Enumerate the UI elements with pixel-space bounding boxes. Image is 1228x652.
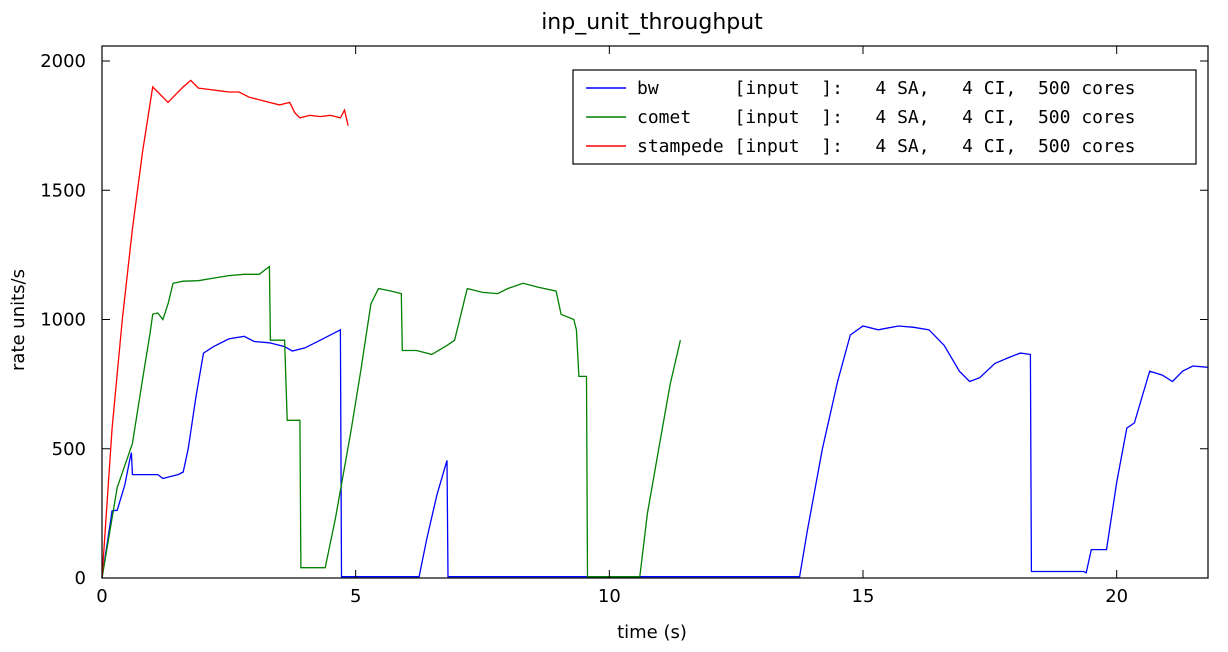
x-tick-label-2: 10 <box>598 586 621 607</box>
y-tick-label-4: 2000 <box>40 51 86 72</box>
axis-ticks: 0 5 10 15 20 0 500 1000 1500 2000 <box>40 46 1208 607</box>
x-tick-label-0: 0 <box>96 586 107 607</box>
y-tick-label-0: 0 <box>75 568 86 589</box>
y-tick-label-2: 1000 <box>40 310 86 331</box>
y-tick-label-1: 500 <box>52 439 86 460</box>
legend: bw [input ]: 4 SA, 4 CI, 500 cores comet … <box>572 69 1197 165</box>
legend-entry-0: bw [input ]: 4 SA, 4 CI, 500 cores <box>637 78 1136 99</box>
plot-frame <box>101 45 1209 579</box>
legend-entry-2: stampede [input ]: 4 SA, 4 CI, 500 cores <box>637 136 1136 157</box>
legend-box <box>572 69 1197 165</box>
legend-entry-1: comet [input ]: 4 SA, 4 CI, 500 cores <box>637 107 1136 128</box>
x-axis-label: time (s) <box>617 622 687 643</box>
y-tick-label-3: 1500 <box>40 180 86 201</box>
x-tick-label-3: 15 <box>852 586 875 607</box>
series-line-0 <box>101 325 1209 579</box>
plot-lines <box>101 79 1209 579</box>
x-tick-label-1: 5 <box>350 586 361 607</box>
x-tick-label-4: 20 <box>1105 586 1128 607</box>
chart-title: inp_unit_throughput <box>541 10 763 35</box>
y-axis-label: rate units/s <box>8 269 29 371</box>
series-line-2 <box>101 79 349 579</box>
series-line-1 <box>101 265 682 579</box>
